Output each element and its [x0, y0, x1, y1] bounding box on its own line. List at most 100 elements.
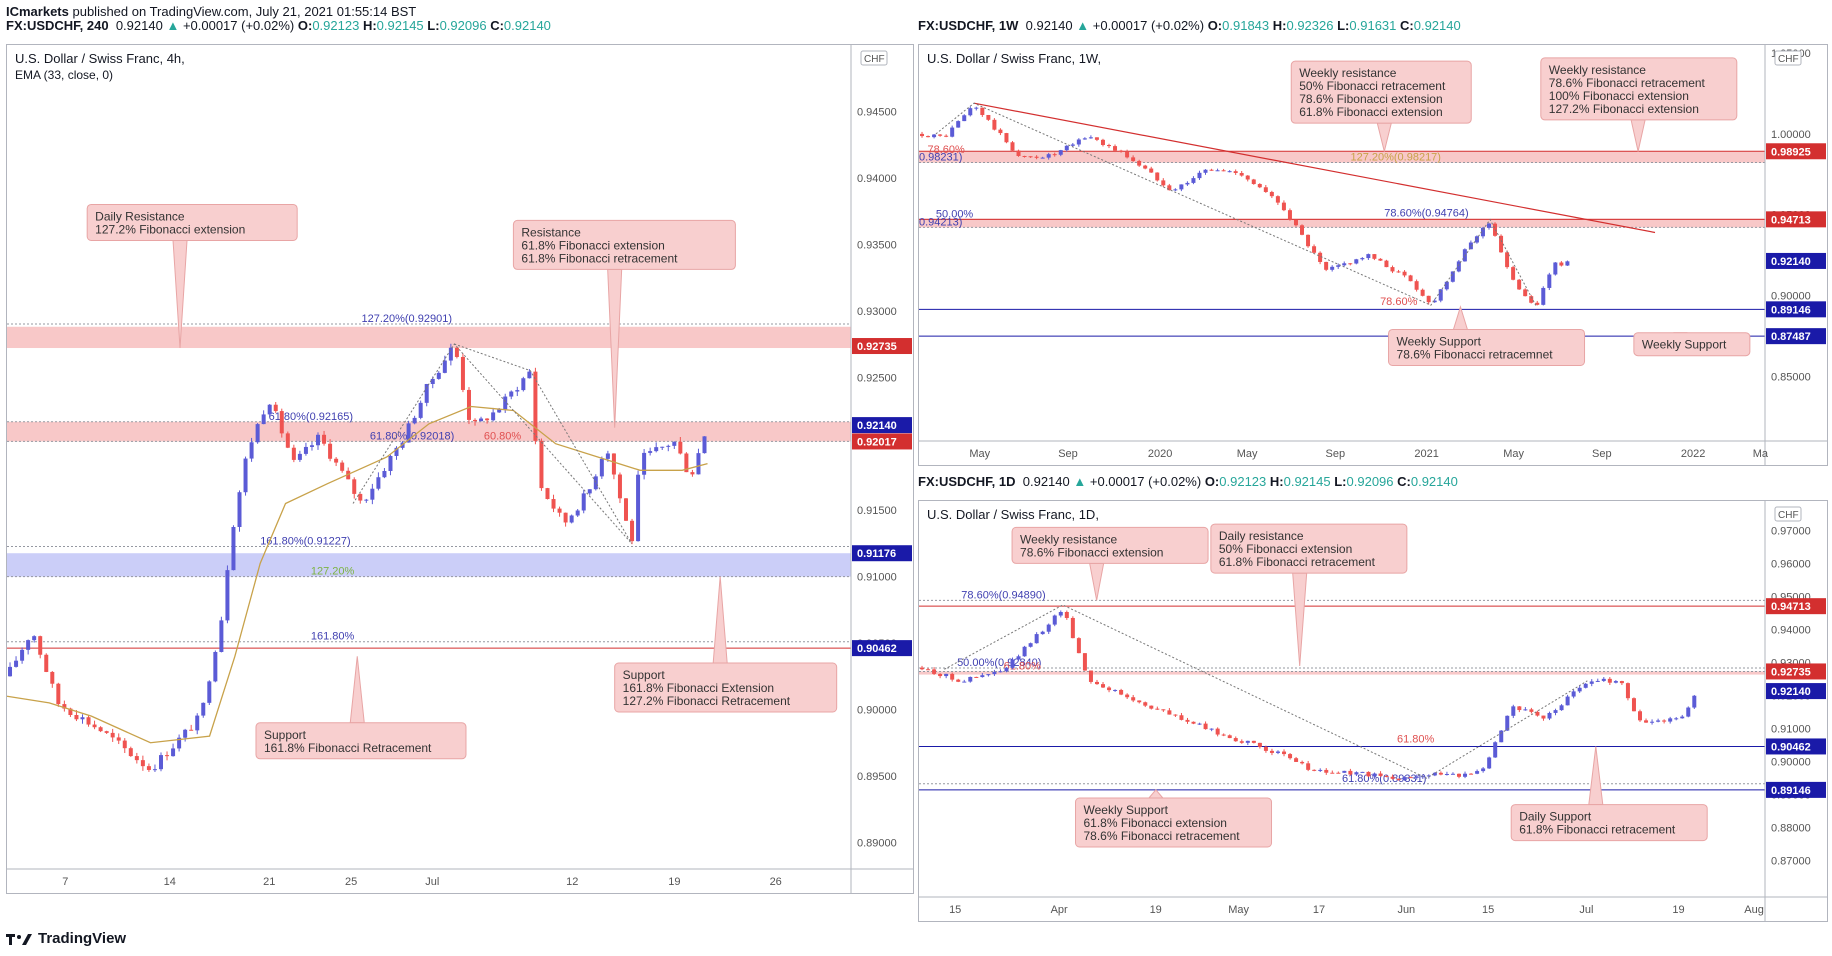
- candle: [110, 732, 115, 738]
- time-tick: 21: [263, 876, 275, 888]
- time-tick: May: [969, 448, 990, 460]
- price-tick: 0.92500: [857, 372, 897, 384]
- candle: [1185, 182, 1190, 185]
- candle: [968, 676, 973, 682]
- candle: [442, 360, 447, 373]
- symbol-bar-1w: FX:USDCHF, 1W 0.92140 ▲ +0.00017 (+0.02%…: [918, 18, 1461, 33]
- candle: [587, 489, 592, 494]
- candle: [1378, 773, 1383, 776]
- candle: [503, 396, 508, 410]
- currency-label: CHF: [1778, 54, 1799, 65]
- candle: [1221, 734, 1226, 736]
- chart-panel-1d[interactable]: 78.60%(0.94890) 50.00%(0.92840) 61.80% 61.8…: [918, 500, 1828, 922]
- candle: [1113, 146, 1118, 151]
- callout-text: 61.8% Fibonacci extension: [1299, 105, 1442, 119]
- callout-text: Daily Support: [1519, 810, 1592, 824]
- candle: [1034, 634, 1039, 644]
- candle: [1058, 612, 1063, 616]
- time-tick: 19: [1150, 904, 1162, 916]
- candle: [1456, 261, 1461, 272]
- candle: [460, 356, 465, 390]
- candle: [74, 715, 79, 720]
- callout-box: [1210, 523, 1408, 574]
- price-tag: [1766, 683, 1826, 700]
- candle: [1607, 678, 1612, 683]
- fib-label: 127.20%(0.92901): [361, 313, 452, 325]
- candle: [146, 766, 151, 770]
- candle: [297, 453, 302, 460]
- candle: [134, 756, 139, 761]
- callout-text: Resistance: [521, 225, 581, 239]
- candle: [1438, 289, 1443, 301]
- candle: [1372, 773, 1377, 777]
- candle: [1155, 708, 1160, 710]
- candle: [1137, 160, 1142, 166]
- indicator-label: EMA (33, close, 0): [15, 68, 113, 82]
- candle: [1119, 689, 1124, 695]
- candle: [424, 383, 429, 403]
- chart-panel-4h[interactable]: 127.20%(0.92901) 61.80%(0.92165) 61.80%(0.…: [6, 44, 914, 894]
- candle: [992, 671, 997, 675]
- candle: [1414, 281, 1419, 290]
- symbol: FX:USDCHF, 240: [6, 18, 109, 33]
- candle: [1282, 751, 1287, 755]
- candle: [1293, 219, 1298, 226]
- candle: [1113, 689, 1118, 691]
- candle: [1233, 738, 1238, 742]
- fib-label: 0.98231): [919, 151, 962, 163]
- tradingview-logo[interactable]: TradingView: [6, 930, 126, 947]
- callout-text: 100% Fibonacci extension: [1549, 89, 1689, 103]
- candle: [1131, 157, 1136, 161]
- candle: [974, 676, 979, 678]
- candle: [1541, 715, 1546, 719]
- candle: [207, 681, 212, 703]
- candle: [104, 731, 109, 733]
- candle: [352, 479, 357, 494]
- fib-trendline: [352, 343, 632, 544]
- candle: [32, 636, 37, 641]
- candle: [473, 419, 478, 422]
- candle: [569, 515, 574, 523]
- candle: [1450, 773, 1455, 775]
- candle: [1601, 678, 1606, 681]
- candle: [1263, 187, 1268, 192]
- fib-trendline: [935, 102, 1538, 308]
- time-tick: May: [1503, 448, 1524, 460]
- candle: [654, 447, 659, 452]
- candle: [1571, 691, 1576, 697]
- candle: [1674, 718, 1679, 720]
- time-tick: 14: [164, 876, 176, 888]
- candle: [56, 683, 61, 705]
- candle: [920, 667, 925, 670]
- candle: [678, 441, 683, 454]
- chart-panel-1w[interactable]: 0.98231) 127.20%(0.98217) 78.60% 78.60%(0.9…: [918, 44, 1828, 466]
- fib-label: 50.00%: [936, 208, 974, 220]
- candle: [1505, 252, 1510, 268]
- tradingview-brand: TradingView: [38, 930, 127, 947]
- candle: [1161, 180, 1166, 186]
- candle: [231, 526, 236, 571]
- price-tick: 0.90000: [857, 705, 897, 717]
- callout-text: 61.8% Fibonacci retracement: [521, 251, 678, 265]
- candle: [1076, 638, 1081, 654]
- price-tick: 0.85000: [1771, 371, 1811, 383]
- price-tag: [852, 433, 912, 450]
- candle: [1553, 710, 1558, 713]
- candle: [1456, 773, 1461, 777]
- candle: [1233, 171, 1238, 174]
- price-tag: [852, 640, 912, 657]
- candle: [1553, 262, 1558, 275]
- last-price: 0.92140: [115, 18, 163, 33]
- price-tick: 0.91000: [1771, 724, 1811, 736]
- candle: [672, 441, 677, 446]
- candle: [1300, 225, 1305, 235]
- fib-label: 0.94213): [919, 216, 962, 228]
- price-tag-label: 0.92735: [1771, 666, 1811, 678]
- candle: [479, 418, 484, 422]
- candle: [1287, 210, 1292, 220]
- price-tick: 0.87000: [1771, 856, 1811, 868]
- candle: [44, 654, 49, 672]
- author-name: ICmarkets: [6, 4, 69, 19]
